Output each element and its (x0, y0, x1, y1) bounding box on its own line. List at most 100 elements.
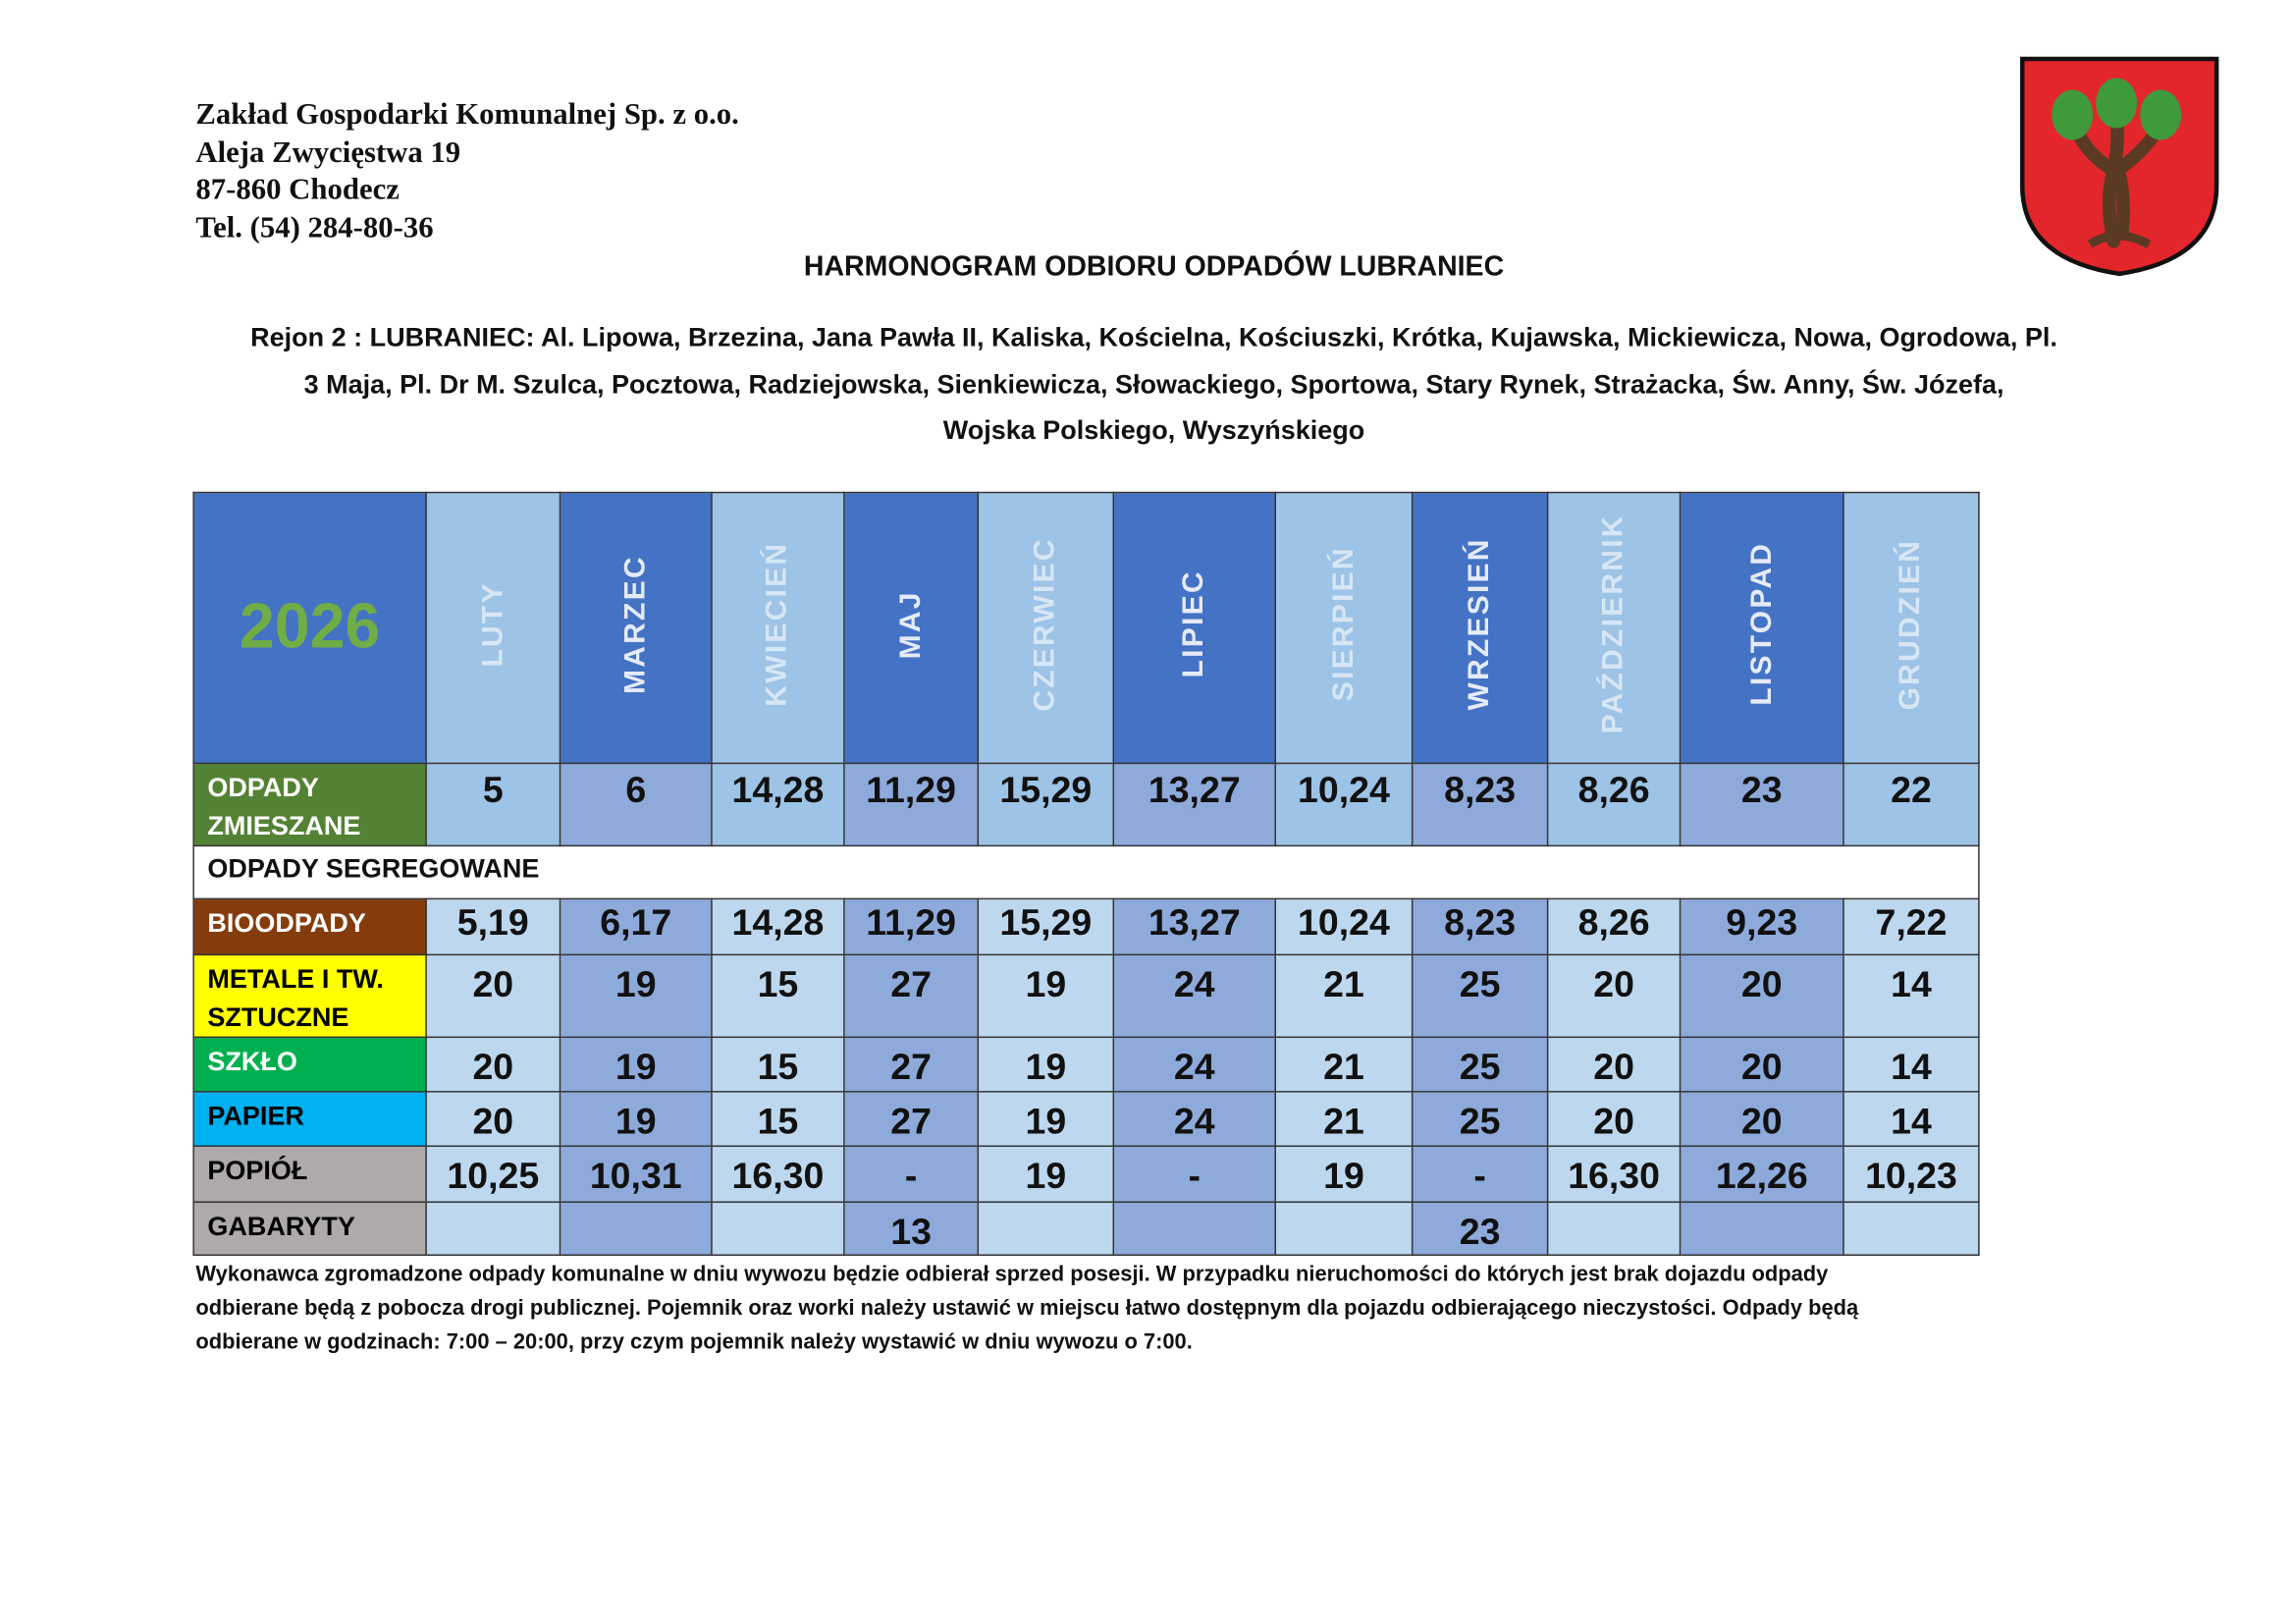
date-cell: 20 (425, 953, 561, 1039)
date-cell: 24 (1112, 1091, 1276, 1148)
schedule-table: 2026 LUTY MARZEC KWIECIEŃ MAJ CZERWIEC LIPIEC S… (192, 491, 1980, 1256)
table-row: ODPADY ZMIESZANE 5 6 14,28 11,29 15,29 13,27 10… (192, 762, 1980, 847)
city: 87-860 Chodecz (195, 173, 400, 206)
phone: Tel. (54) 284-80-36 (195, 211, 434, 244)
footer-line: odbierane w godzinach: 7:00 – 20:00, prz… (195, 1330, 1193, 1355)
date-cell (559, 1201, 713, 1256)
month-header: SIERPIEŃ (1274, 491, 1414, 765)
month-label: MAJ (893, 589, 927, 659)
month-label: LISTOPAD (1744, 542, 1778, 707)
date-cell: 10,23 (1842, 1145, 1980, 1204)
table-row: BIOODPADY 5,19 6,17 14,28 11,29 15,29 13,27 10,… (192, 897, 1980, 956)
date-cell: 13 (843, 1201, 980, 1256)
row-label: METALE I TW. SZTUCZNE (192, 953, 427, 1039)
date-cell: 13,27 (1112, 762, 1276, 847)
section-label: ODPADY SEGREGOWANE (192, 844, 1980, 900)
date-cell: 8,23 (1411, 897, 1549, 956)
region-line: 3 Maja, Pl. Dr M. Szulca, Pocztowa, Radz… (303, 368, 2004, 399)
date-cell: 11,29 (843, 762, 980, 847)
month-header: GRUDZIEŃ (1842, 491, 1980, 765)
date-cell: 14 (1842, 953, 1980, 1039)
date-cell: 27 (843, 953, 980, 1039)
date-cell: 19 (977, 953, 1115, 1039)
date-cell: 25 (1411, 953, 1549, 1039)
date-cell: 12,26 (1679, 1145, 1844, 1204)
date-cell: 15 (711, 953, 845, 1039)
date-cell: 6 (559, 762, 713, 847)
month-label: CZERWIEC (1029, 537, 1062, 712)
date-cell: 20 (1546, 1091, 1682, 1148)
date-cell: 27 (843, 1091, 980, 1148)
date-cell: - (1112, 1145, 1276, 1204)
date-cell: 21 (1274, 1091, 1414, 1148)
year-cell: 2026 (192, 491, 427, 765)
footer-note: Wykonawca zgromadzone odpady komunalne w… (195, 1259, 1858, 1360)
date-cell: 20 (1679, 1091, 1844, 1148)
date-cell: 14 (1842, 1091, 1980, 1148)
region-line: Wojska Polskiego, Wyszyńskiego (942, 414, 1365, 445)
row-label: GABARYTY (192, 1201, 427, 1256)
date-cell: 19 (977, 1091, 1115, 1148)
month-header: PAŹDZIERNIK (1546, 491, 1682, 765)
month-header: MARZEC (559, 491, 713, 765)
date-cell: 6,17 (559, 897, 713, 956)
company-name: Zakład Gospodarki Komunalnej Sp. z o.o. (195, 98, 739, 132)
date-cell: 22 (1842, 762, 1980, 847)
date-cell: 23 (1411, 1201, 1549, 1256)
month-label: WRZESIEŃ (1463, 537, 1496, 711)
date-cell: 8,26 (1546, 762, 1682, 847)
date-cell: 7,22 (1842, 897, 1980, 956)
date-cell: 21 (1274, 1036, 1414, 1093)
date-cell: 8,23 (1411, 762, 1549, 847)
month-label: PAŹDZIERNIK (1596, 514, 1629, 734)
date-cell: 5,19 (425, 897, 561, 956)
month-header: MAJ (843, 491, 980, 765)
month-label: LIPIEC (1177, 569, 1210, 678)
date-cell: 14,28 (711, 897, 845, 956)
date-cell: - (1411, 1145, 1549, 1204)
date-cell (1546, 1201, 1682, 1256)
date-cell: 15,29 (977, 762, 1115, 847)
date-cell (1842, 1201, 1980, 1256)
date-cell: 19 (559, 953, 713, 1039)
table-row: POPIÓŁ 10,25 10,31 16,30-19-19-16,30 12,26 10… (192, 1145, 1980, 1204)
row-label: POPIÓŁ (192, 1145, 427, 1204)
date-cell: 20 (1546, 953, 1682, 1039)
month-header: WRZESIEŃ (1411, 491, 1549, 765)
footer-line: Wykonawca zgromadzone odpady komunalne w… (195, 1263, 1829, 1287)
header-row: 2026 LUTY MARZEC KWIECIEŃ MAJ CZERWIEC LIPIEC S… (192, 491, 1980, 765)
date-cell: 8,26 (1546, 897, 1682, 956)
date-cell: 25 (1411, 1036, 1549, 1093)
date-cell: 20 (425, 1091, 561, 1148)
date-cell: 20 (1679, 953, 1844, 1039)
date-cell: 27 (843, 1036, 980, 1093)
date-cell: 21 (1274, 953, 1414, 1039)
date-cell: 14,28 (711, 762, 845, 847)
date-cell: 5 (425, 762, 561, 847)
company-header: Zakład Gospodarki Komunalnej Sp. z o.o. … (195, 97, 738, 247)
date-cell: 10,25 (425, 1145, 561, 1204)
date-cell: 20 (1679, 1036, 1844, 1093)
date-cell: 10,24 (1274, 762, 1414, 847)
region-line: Rejon 2 : LUBRANIEC: Al. Lipowa, Brzezin… (250, 322, 2057, 352)
date-cell (1679, 1201, 1844, 1256)
date-cell: 19 (977, 1036, 1115, 1093)
month-label: KWIECIEŃ (761, 541, 794, 707)
month-label: SIERPIEŃ (1326, 546, 1360, 702)
date-cell (1112, 1201, 1276, 1256)
date-cell: 24 (1112, 1036, 1276, 1093)
date-cell: 25 (1411, 1091, 1549, 1148)
region-description: Rejon 2 : LUBRANIEC: Al. Lipowa, Brzezin… (147, 315, 2161, 455)
table-row: METALE I TW. SZTUCZNE 20 19 15 27 19 24 21 25 20 2… (192, 953, 1980, 1039)
table-row: GABARYTY 13 23 (192, 1201, 1980, 1256)
date-cell: 14 (1842, 1036, 1980, 1093)
month-header: LIPIEC (1112, 491, 1276, 765)
date-cell: 15 (711, 1036, 845, 1093)
month-header: LISTOPAD (1679, 491, 1844, 765)
date-cell: 16,30 (711, 1145, 845, 1204)
schedule-title: HARMONOGRAM ODBIORU ODPADÓW LUBRANIEC (803, 251, 1505, 283)
date-cell: 13,27 (1112, 897, 1276, 956)
